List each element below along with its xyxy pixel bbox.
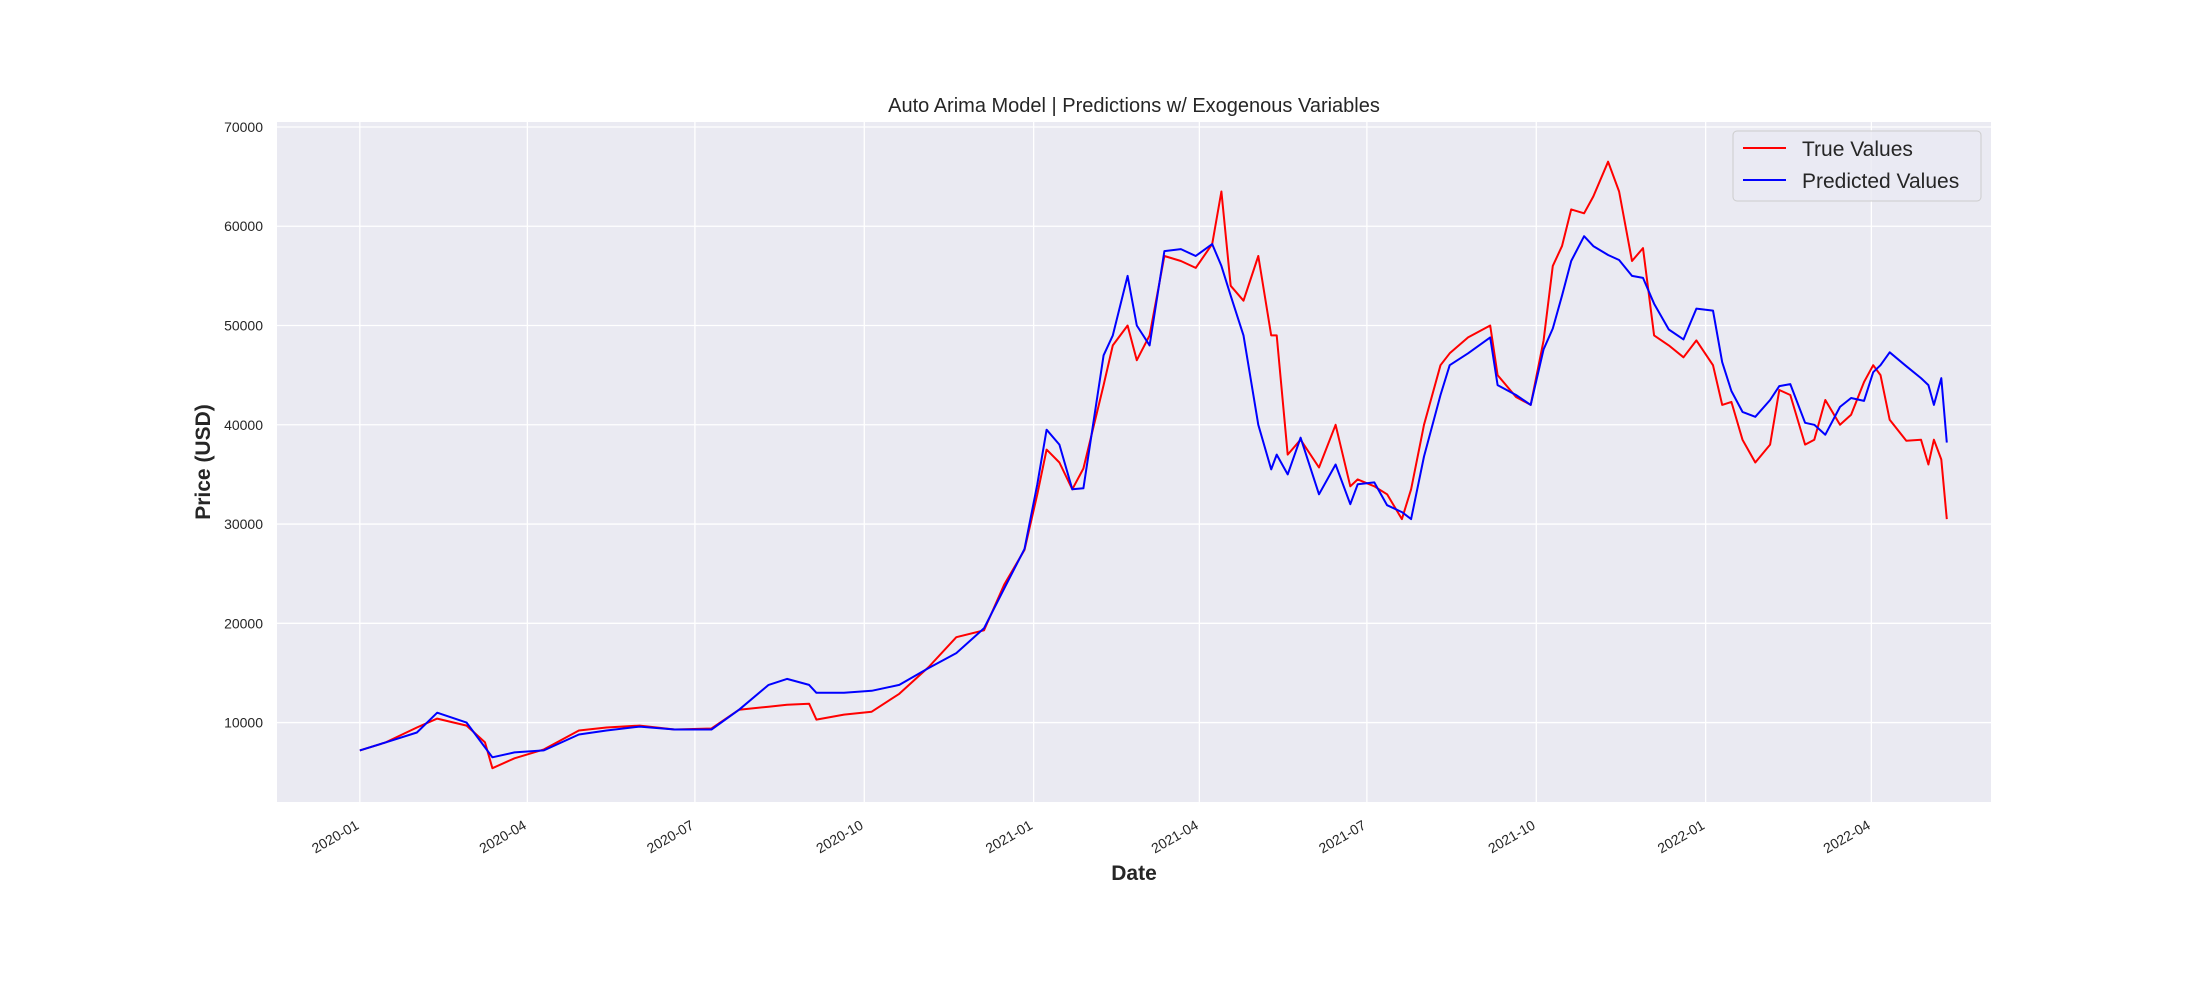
- legend-label-predicted-values: Predicted Values: [1802, 170, 1959, 193]
- series-line-true-values: [359, 160, 1948, 770]
- x-tick-label: 2020-04: [476, 817, 529, 857]
- plot-background: [277, 122, 1991, 802]
- series-line-predicted-values: [359, 235, 1948, 759]
- x-axis-ticks: 2020-01 2020-04 2020-07 2020-10 2021-01 2021-…: [309, 817, 1873, 857]
- legend-label-true-values: True Values: [1802, 138, 1913, 161]
- y-tick-label: 50000: [224, 318, 263, 334]
- chart-title: Auto Arima Model | Predictions w/ Exogen…: [888, 95, 1380, 117]
- y-axis-label: Price (USD): [192, 404, 215, 520]
- x-axis-label: Date: [1111, 862, 1157, 885]
- y-axis-ticks: 10000 20000 30000 40000 50000 60000 70000: [224, 119, 263, 731]
- grid-lines: [277, 122, 1991, 802]
- y-tick-label: 40000: [224, 417, 263, 433]
- y-tick-label: 10000: [224, 715, 263, 731]
- x-tick-label: 2020-10: [813, 817, 866, 857]
- x-tick-label: 2021-07: [1316, 817, 1369, 857]
- y-tick-label: 20000: [224, 615, 263, 631]
- x-tick-label: 2022-01: [1655, 817, 1708, 857]
- x-tick-label: 2020-01: [309, 817, 362, 857]
- y-tick-label: 60000: [224, 218, 263, 234]
- x-tick-label: 2022-04: [1820, 817, 1873, 857]
- x-tick-label: 2020-07: [644, 817, 697, 857]
- x-tick-label: 2021-10: [1485, 817, 1538, 857]
- legend: True Values Predicted Values: [1732, 130, 1982, 202]
- y-tick-label: 30000: [224, 516, 263, 532]
- x-tick-label: 2021-04: [1148, 817, 1201, 857]
- x-tick-label: 2021-01: [983, 817, 1036, 857]
- legend-box: [1732, 130, 1982, 202]
- series-layer: [359, 160, 1948, 770]
- y-tick-label: 70000: [224, 119, 263, 135]
